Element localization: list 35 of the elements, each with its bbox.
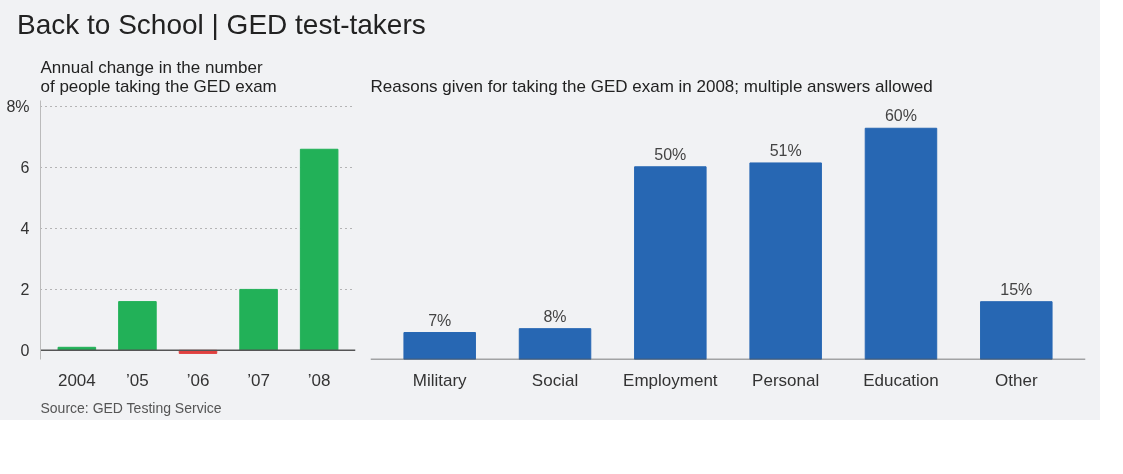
x-tick-label: ’08 — [307, 370, 331, 390]
x-tick-label: Education — [863, 370, 939, 390]
chart-subtitle: Reasons given for taking the GED exam in 2008; multiple answers allowed — [370, 76, 933, 96]
data-label: 60% — [884, 107, 917, 125]
x-tick-label: ’06 — [186, 370, 210, 390]
bar — [634, 166, 707, 360]
data-label: 8% — [543, 307, 567, 325]
y-tick-label: 0 — [20, 341, 30, 359]
x-tick-label: ’07 — [247, 370, 270, 390]
x-tick-label: Other — [995, 370, 1038, 390]
x-tick-label: 2004 — [57, 370, 96, 390]
bar — [518, 328, 592, 360]
bar — [299, 148, 339, 351]
x-tick-label: Social — [531, 370, 579, 390]
data-label: 51% — [769, 141, 802, 159]
source-note: Source: GED Testing Service — [40, 399, 222, 416]
chart-subtitle: Annual change in the number of people taking the GED exam — [40, 57, 277, 96]
bar — [118, 301, 157, 351]
bar — [239, 288, 278, 351]
y-tick-label: 4 — [20, 219, 30, 237]
x-tick-label: Employment — [623, 370, 718, 390]
chart-title: Back to School | GED test-takers — [17, 8, 426, 42]
data-label: 15% — [1000, 280, 1033, 298]
x-tick-label: ’05 — [126, 370, 149, 390]
y-tick-label: 8% — [6, 98, 30, 116]
y-tick-label: 6 — [20, 159, 30, 177]
x-tick-label: Personal — [752, 370, 820, 390]
data-label: 50% — [654, 145, 687, 163]
bar — [864, 127, 938, 360]
y-tick-label: 2 — [20, 280, 30, 298]
data-label: 7% — [428, 311, 452, 329]
x-tick-label: Military — [412, 370, 468, 390]
bar — [749, 162, 822, 360]
bar — [403, 332, 476, 360]
bar — [980, 301, 1053, 360]
